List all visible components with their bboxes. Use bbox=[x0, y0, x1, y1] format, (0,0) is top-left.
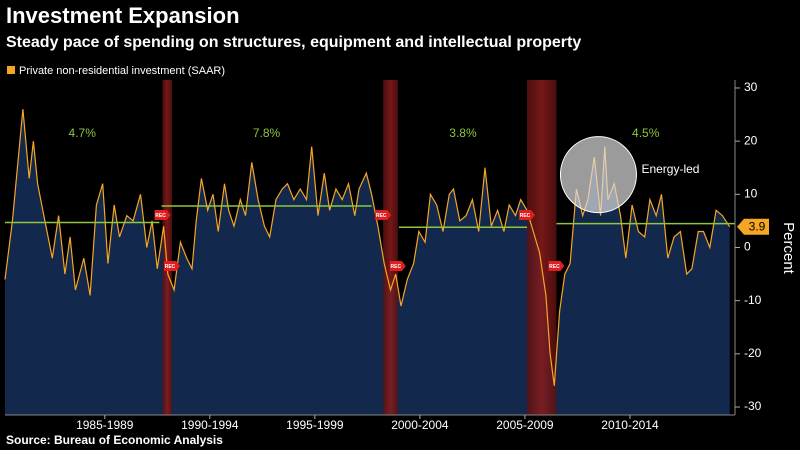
x-tick-label: 2010-2014 bbox=[601, 418, 659, 432]
recession-band bbox=[383, 80, 398, 415]
x-tick-label: 1985-1989 bbox=[76, 418, 134, 432]
annotation-label: Energy-led bbox=[641, 162, 699, 176]
y-tick-label: -20 bbox=[744, 346, 762, 360]
y-tick-label: 20 bbox=[744, 133, 758, 147]
x-tick-label: 2000-2004 bbox=[391, 418, 449, 432]
recession-marker-label: REC bbox=[549, 264, 560, 270]
x-tick-label: 1995-1999 bbox=[286, 418, 344, 432]
recession-marker bbox=[164, 261, 181, 271]
y-axis-label: Percent bbox=[780, 222, 797, 275]
y-tick-label: -30 bbox=[744, 399, 762, 413]
chart-title: Investment Expansion bbox=[6, 3, 240, 28]
x-tick-label: 1990-1994 bbox=[181, 418, 239, 432]
recession-marker bbox=[548, 261, 565, 271]
last-value-box bbox=[737, 218, 769, 235]
average-label: 4.5% bbox=[632, 126, 660, 140]
recession-marker bbox=[389, 261, 406, 271]
y-tick-label: 30 bbox=[744, 80, 758, 94]
recession-band bbox=[162, 80, 173, 415]
source: Source: Bureau of Economic Analysis bbox=[6, 433, 223, 447]
recession-marker bbox=[375, 210, 392, 220]
average-label: 3.8% bbox=[449, 126, 477, 140]
recession-marker-label: REC bbox=[520, 213, 531, 219]
recession-marker-label: REC bbox=[391, 264, 402, 270]
recession-marker-label: REC bbox=[165, 264, 176, 270]
y-tick-label: 10 bbox=[744, 186, 758, 200]
last-value-label: 3.9 bbox=[749, 219, 766, 233]
y-tick-label: -10 bbox=[744, 293, 762, 307]
recession-marker-label: REC bbox=[376, 213, 387, 219]
recession-band bbox=[527, 80, 557, 415]
chart-subtitle: Steady pace of spending on structures, e… bbox=[6, 34, 581, 51]
x-tick-label: 2005-2009 bbox=[496, 418, 554, 432]
y-tick-label: 0 bbox=[744, 240, 751, 254]
legend-label: Private non-residential investment (SAAR… bbox=[19, 65, 225, 77]
average-label: 4.7% bbox=[69, 126, 97, 140]
legend-swatch bbox=[7, 66, 15, 74]
recession-marker bbox=[154, 210, 171, 220]
recession-marker bbox=[519, 210, 536, 220]
recession-marker-label: REC bbox=[155, 213, 166, 219]
annotation-circle bbox=[559, 136, 637, 214]
average-label: 7.8% bbox=[253, 126, 281, 140]
